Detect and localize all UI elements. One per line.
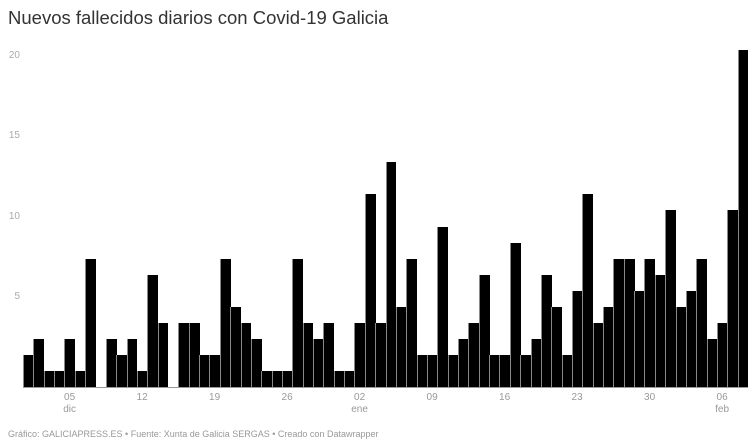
bar [665, 210, 676, 387]
bar [292, 258, 304, 387]
bar [43, 370, 55, 387]
x-axis-line [23, 387, 748, 388]
bar [147, 274, 159, 387]
bar [654, 274, 666, 387]
x-tick-label: 30 [644, 392, 656, 403]
bar [530, 338, 542, 387]
bar [685, 290, 697, 387]
x-tick-label: 12 [136, 392, 148, 403]
bar [375, 322, 386, 387]
bar [323, 322, 335, 387]
bar [623, 258, 635, 387]
bar [219, 258, 231, 387]
bar [199, 354, 210, 387]
bar [230, 306, 241, 387]
x-tick-label: 19 [209, 392, 221, 403]
bar [23, 354, 34, 387]
y-tick-label: 5 [14, 290, 20, 302]
bar [354, 322, 366, 387]
bar [74, 370, 86, 387]
bar [489, 354, 500, 387]
bar [344, 370, 355, 387]
bar [250, 338, 262, 387]
bar [613, 258, 625, 387]
bar [644, 258, 656, 387]
x-tick-label: 02 ene [351, 392, 368, 415]
x-tick-label: 23 [571, 392, 583, 403]
chart-footer-credits: Gráfico: GALICIAPRESS.ES • Fuente: Xunta… [8, 429, 379, 439]
bar [727, 210, 739, 387]
bar [716, 322, 728, 387]
bar [271, 370, 283, 387]
y-tick-label: 10 [8, 210, 20, 222]
bar [209, 354, 221, 387]
bar [178, 322, 190, 387]
bar [551, 306, 563, 387]
bar [364, 194, 376, 387]
bar [561, 354, 573, 387]
bar [313, 338, 324, 387]
bar [54, 370, 65, 387]
bar [520, 354, 531, 387]
bar [540, 274, 552, 387]
bar [33, 338, 45, 387]
bar [571, 290, 583, 387]
x-tick-label: 26 [281, 392, 293, 403]
bar [333, 370, 345, 387]
x-tick-label: 09 [426, 392, 438, 403]
bar [136, 370, 148, 387]
bar [675, 306, 687, 387]
bar [437, 226, 449, 387]
bar [426, 354, 438, 387]
bar [499, 354, 511, 387]
bar [105, 338, 117, 387]
bar [696, 258, 708, 387]
bar-series [23, 50, 749, 387]
bar [416, 354, 428, 387]
bar [85, 258, 96, 387]
y-tick-label: 15 [8, 130, 20, 142]
bar [582, 194, 594, 387]
bar [126, 338, 138, 387]
bar [281, 370, 293, 387]
bar [468, 322, 480, 387]
bar [64, 338, 76, 387]
bar [395, 306, 407, 387]
x-tick-label: 05 dic [63, 392, 76, 415]
bar [458, 338, 469, 387]
bar [157, 322, 169, 387]
bar [116, 354, 128, 387]
bar [634, 290, 645, 387]
bar [240, 322, 252, 387]
bar [603, 306, 614, 387]
x-tick-label: 06 feb [715, 392, 730, 415]
bar [385, 162, 397, 387]
chart-title: Nuevos fallecidos diarios con Covid-19 G… [8, 7, 389, 28]
bar [261, 370, 273, 387]
bar [406, 258, 418, 387]
bar [706, 338, 718, 387]
x-tick-label: 16 [499, 392, 511, 403]
bar [509, 242, 521, 387]
bar [188, 322, 200, 387]
bar [737, 50, 749, 387]
bar [478, 274, 490, 387]
bar [592, 322, 604, 387]
bar [302, 322, 314, 387]
bar [447, 354, 459, 387]
y-tick-label: 20 [8, 50, 20, 62]
